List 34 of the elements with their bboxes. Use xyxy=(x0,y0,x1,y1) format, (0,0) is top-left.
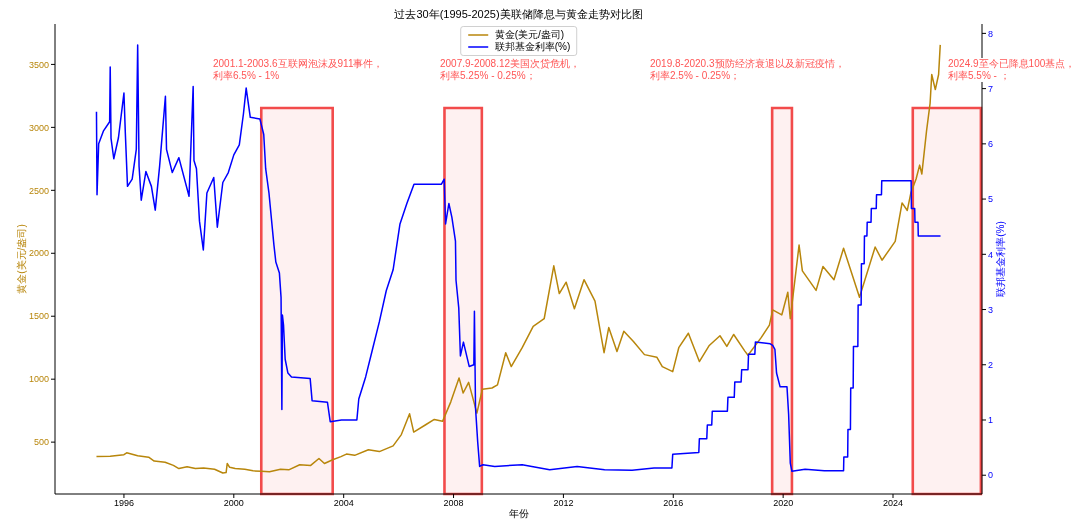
y2-tick-label: 1 xyxy=(988,415,994,426)
y2-tick-label: 3 xyxy=(988,304,994,315)
annotation: 2024.9至今已降息100基点，利率5.5% - ； xyxy=(948,58,1076,82)
x-tick-label: 2024 xyxy=(882,498,904,509)
y-tick-label: 1000 xyxy=(28,374,49,385)
y-tick-label: 500 xyxy=(33,437,49,448)
y-tick-label: 2500 xyxy=(28,185,49,196)
x-tick-label: 1996 xyxy=(113,498,134,509)
y2-tick-label: 4 xyxy=(988,249,994,260)
y-tick-label: 3000 xyxy=(28,122,49,133)
legend-label: 联邦基金利率(%) xyxy=(494,41,571,53)
y2-axis-title: 联邦基金利率(%) xyxy=(995,221,1007,297)
y2-tick-label: 0 xyxy=(988,470,994,481)
annotation: 2007.9-2008.12美国次贷危机，利率5.25% - 0.25%； xyxy=(440,58,581,82)
y-tick-label: 1500 xyxy=(28,311,49,322)
y2-tick-label: 6 xyxy=(988,139,994,150)
y2-tick-label: 5 xyxy=(988,194,994,205)
x-tick-label: 2000 xyxy=(223,498,244,509)
y2-tick-label: 2 xyxy=(988,359,994,370)
x-axis-title: 年份 xyxy=(507,507,530,520)
y2-tick-label: 7 xyxy=(988,83,994,94)
y-tick-label: 3500 xyxy=(28,59,49,70)
y-tick-label: 2000 xyxy=(28,248,49,259)
chart-title: 过去30年(1995-2025)美联储降息与黄金走势对比图 xyxy=(393,7,644,21)
y-axis-title: 黄金(美元/盎司) xyxy=(16,224,28,294)
x-tick-label: 2004 xyxy=(333,498,354,509)
annotation: 2001.1-2003.6互联网泡沫及911事件，利率6.5% - 1% xyxy=(213,58,384,82)
legend-label: 黄金(美元/盎司) xyxy=(494,29,565,41)
annotation: 2019.8-2020.3预防经济衰退以及新冠疫情，利率2.5% - 0.25%； xyxy=(650,58,845,82)
y2-tick-label: 8 xyxy=(988,28,994,39)
x-tick-label: 2020 xyxy=(773,498,794,509)
x-tick-label: 2016 xyxy=(663,498,684,509)
x-tick-label: 2012 xyxy=(553,498,574,509)
x-tick-label: 2008 xyxy=(443,498,464,509)
